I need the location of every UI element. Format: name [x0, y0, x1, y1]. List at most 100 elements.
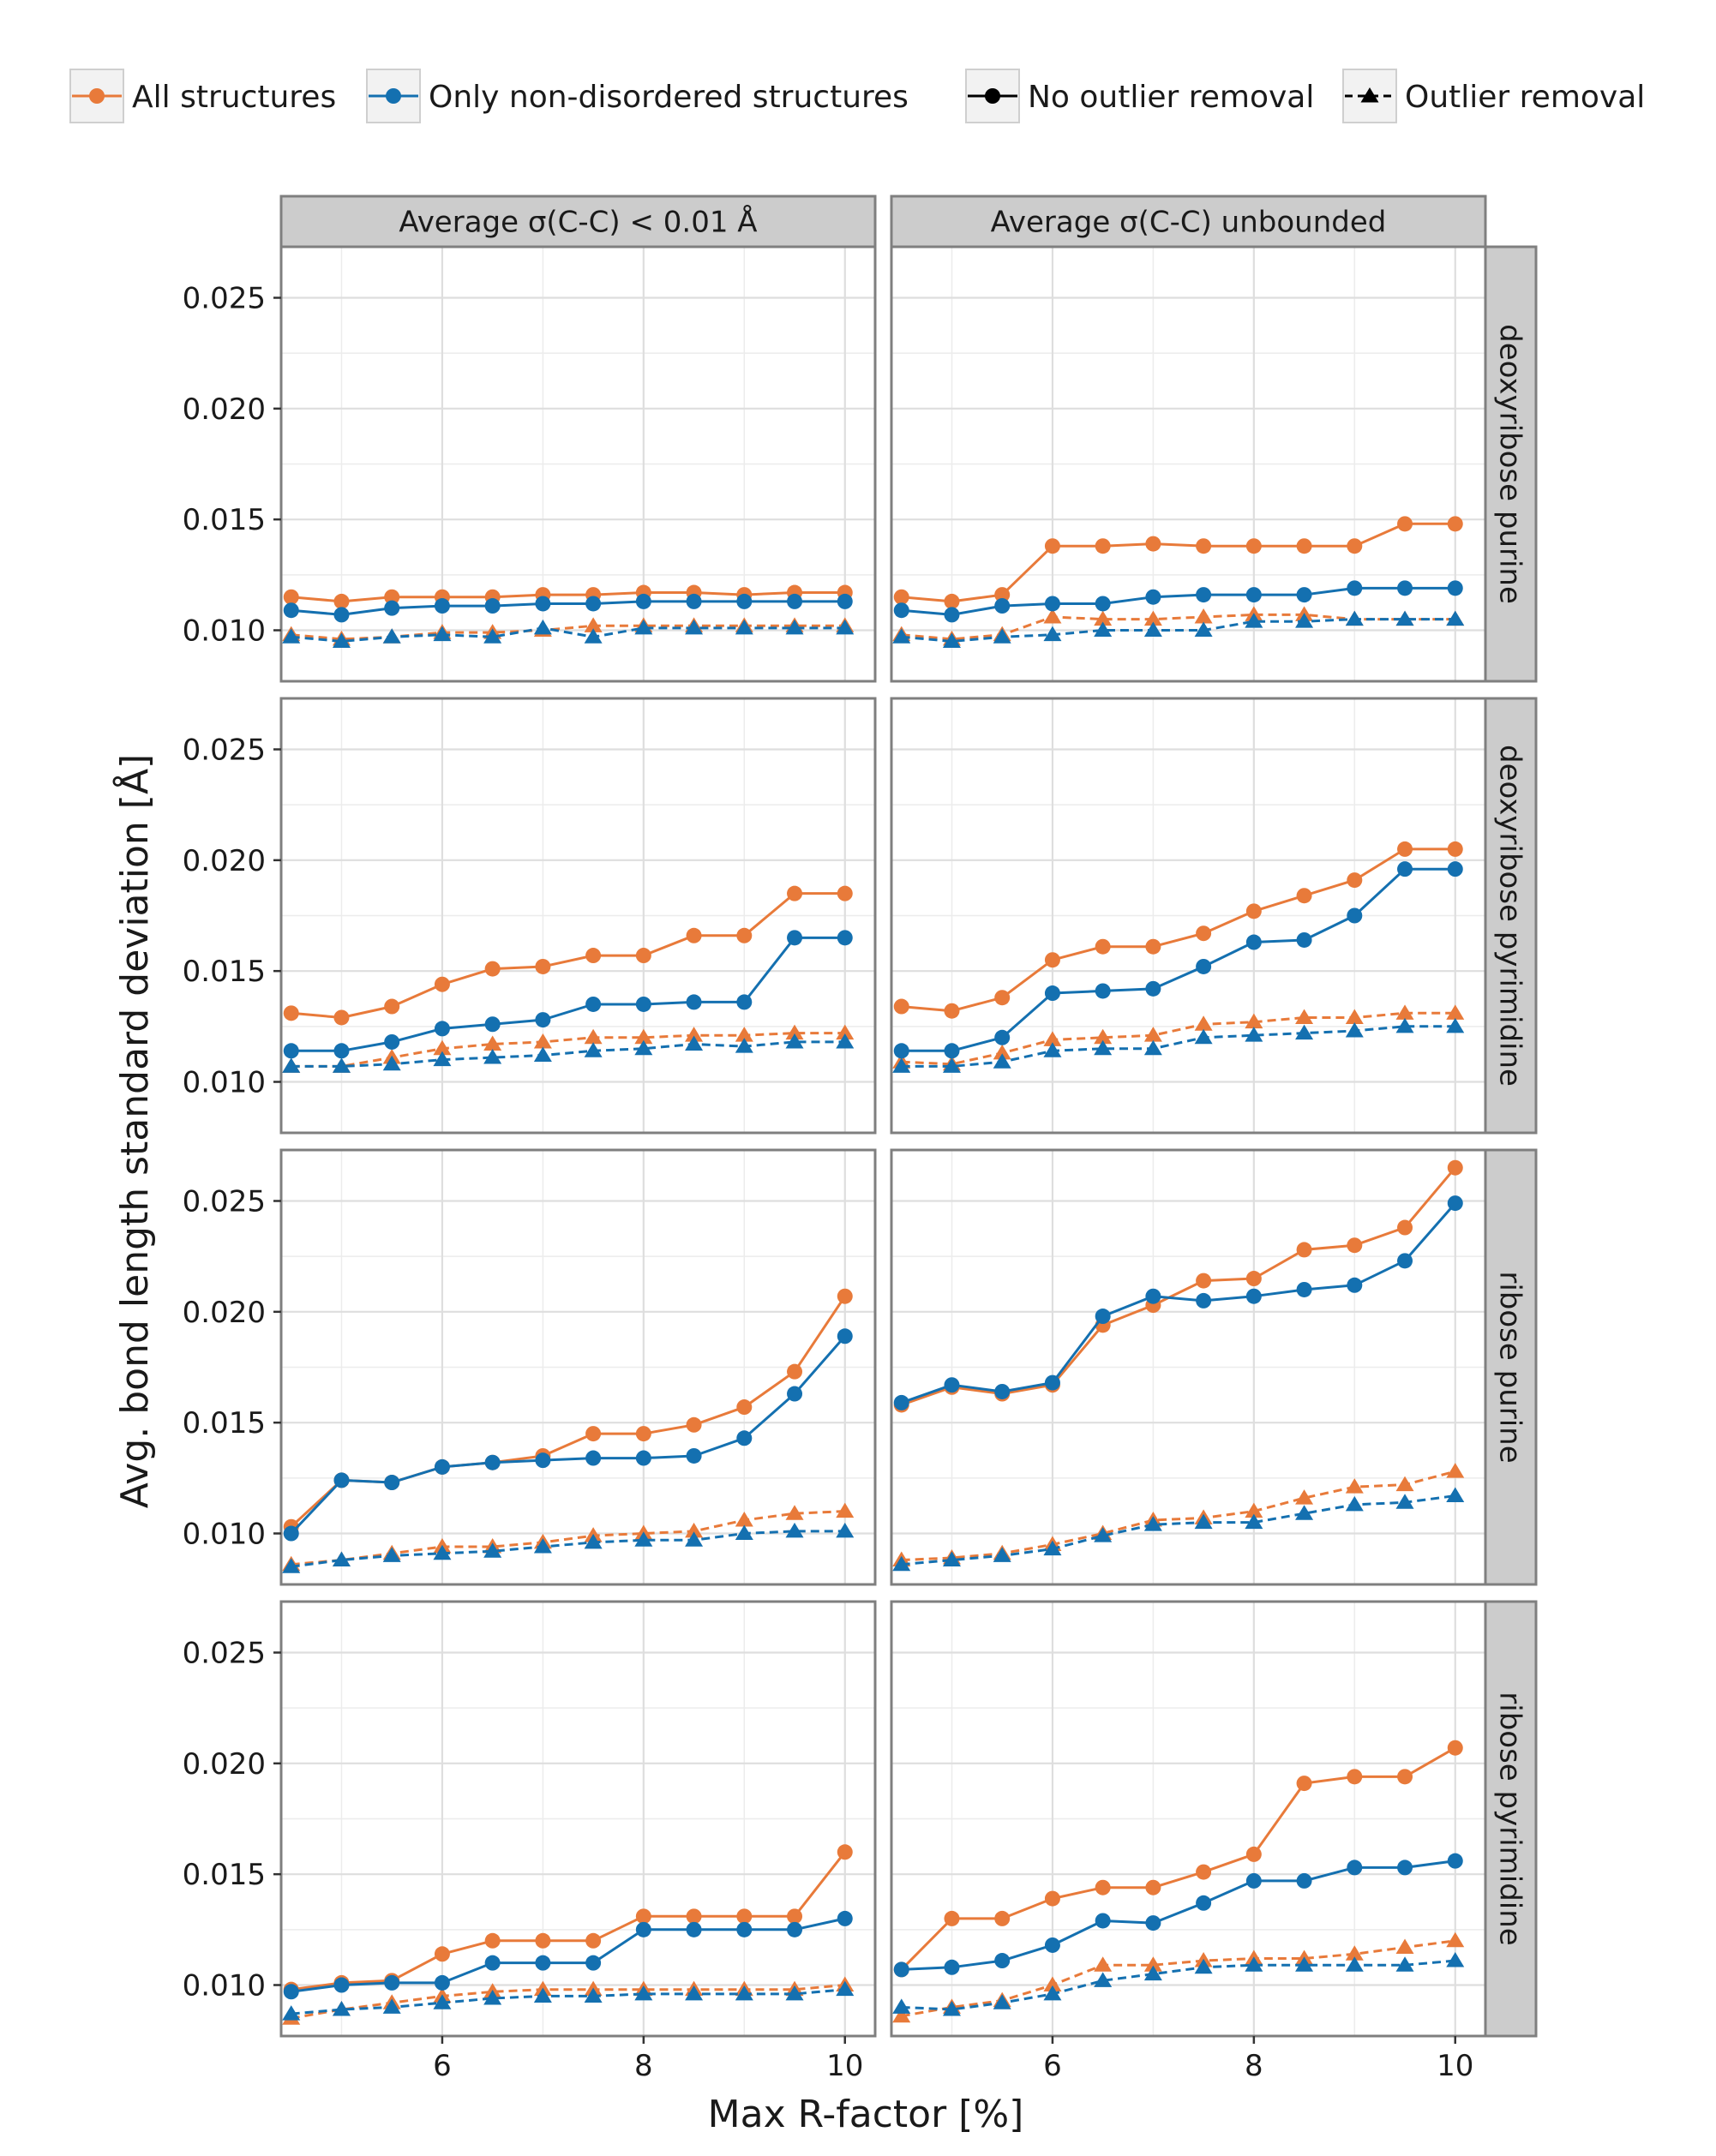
data-point [1043, 1985, 1062, 2001]
data-point [1447, 841, 1463, 857]
data-point [892, 628, 911, 644]
data-point [736, 994, 753, 1010]
data-point [685, 1522, 704, 1538]
data-point [1447, 516, 1463, 532]
y-axis-title: Avg. bond length standard deviation [Å] [111, 754, 157, 1508]
series-line [291, 1530, 845, 1568]
data-point [942, 2000, 961, 2016]
data-point [1345, 610, 1364, 626]
data-point [1295, 613, 1314, 628]
data-point [1044, 1890, 1060, 1907]
data-point [1196, 1864, 1212, 1880]
data-point [635, 948, 651, 964]
data-point [484, 1955, 501, 1971]
x-axis-title: Max R-factor [%] [708, 2093, 1024, 2136]
data-point [434, 1458, 450, 1475]
data-point [1043, 1042, 1062, 1057]
data-point [1145, 938, 1161, 955]
y-tick-label: 0.010 [183, 614, 266, 649]
data-point [1447, 1853, 1463, 1869]
y-tick-label: 0.010 [183, 1518, 266, 1552]
data-point [533, 1538, 552, 1554]
data-point [837, 593, 853, 609]
data-point [893, 1394, 909, 1410]
series-line [901, 586, 1455, 616]
y-tick-label: 0.020 [183, 1747, 266, 1782]
data-point [1245, 613, 1263, 628]
data-point [942, 632, 961, 648]
data-point [1094, 1527, 1113, 1542]
data-point [1044, 1937, 1060, 1953]
data-point [686, 1921, 702, 1937]
data-point [837, 885, 853, 901]
data-point [836, 1502, 855, 1518]
data-point [1044, 952, 1060, 968]
series-line [901, 1939, 1455, 2018]
strip-background [279, 195, 877, 249]
data-point [686, 1416, 702, 1433]
series-line [291, 936, 845, 1052]
data-point [1194, 608, 1213, 624]
data-point [685, 1531, 704, 1547]
data-point [635, 1426, 651, 1442]
data-point [584, 1028, 603, 1045]
data-point [635, 593, 651, 609]
series-line [901, 1202, 1456, 1404]
data-point [944, 1043, 960, 1059]
y-tick-label: 0.025 [183, 1184, 266, 1219]
data-point [1094, 1028, 1113, 1045]
data-point [1095, 1913, 1111, 1929]
data-point [533, 619, 552, 635]
data-point [944, 1910, 960, 1926]
data-point [944, 1003, 960, 1019]
data-point [785, 1505, 804, 1520]
data-point [1296, 587, 1312, 603]
data-point [283, 589, 299, 605]
data-point [332, 1057, 351, 1073]
strip-background [1484, 1600, 1538, 2038]
series-line [901, 618, 1455, 643]
data-point [1345, 1478, 1364, 1494]
series-line [291, 892, 845, 1019]
panel-deoxyribose-purine-col2 [890, 245, 1487, 683]
data-point [634, 1531, 653, 1547]
data-point [1447, 1159, 1463, 1176]
data-point [1145, 1915, 1161, 1931]
data-point [1296, 931, 1312, 948]
data-point [892, 1555, 911, 1572]
data-point [535, 1452, 551, 1469]
series-all-no-outlier-removal [893, 516, 1463, 609]
data-point [433, 626, 452, 642]
x-tick-label: 8 [634, 2049, 653, 2083]
series-line [900, 1746, 1456, 1971]
data-point [382, 1055, 401, 1071]
data-point [1043, 608, 1062, 624]
data-point [434, 598, 450, 614]
data-point [785, 1024, 804, 1040]
data-point [584, 628, 603, 644]
data-point [535, 1012, 551, 1028]
data-point [685, 619, 704, 635]
data-point [1245, 1956, 1263, 1972]
data-point [893, 1043, 909, 1059]
data-point [736, 927, 753, 943]
y-tick-label: 0.020 [183, 1296, 266, 1330]
x-tick-label: 6 [1043, 2049, 1062, 2083]
series-all-no-outlier-removal [893, 1740, 1463, 1978]
data-point [1397, 516, 1413, 532]
data-point [332, 632, 351, 648]
data-point [483, 1542, 502, 1558]
data-point [585, 1932, 602, 1949]
data-point [1446, 1931, 1465, 1948]
data-point [1145, 536, 1161, 552]
panel-ribose-pyrimidine-col1 [279, 1600, 877, 2038]
panel-deoxyribose-pyrimidine-col1 [279, 697, 877, 1135]
legend-label: All structures [132, 80, 336, 115]
data-point [685, 1985, 704, 2001]
series-line [291, 1984, 845, 2020]
data-point [1345, 1495, 1364, 1512]
data-point [1043, 1031, 1062, 1046]
data-point [1347, 1277, 1363, 1293]
facet-strips: Average σ(C-C) < 0.01 Å Average σ(C-C) un… [279, 195, 1538, 2038]
